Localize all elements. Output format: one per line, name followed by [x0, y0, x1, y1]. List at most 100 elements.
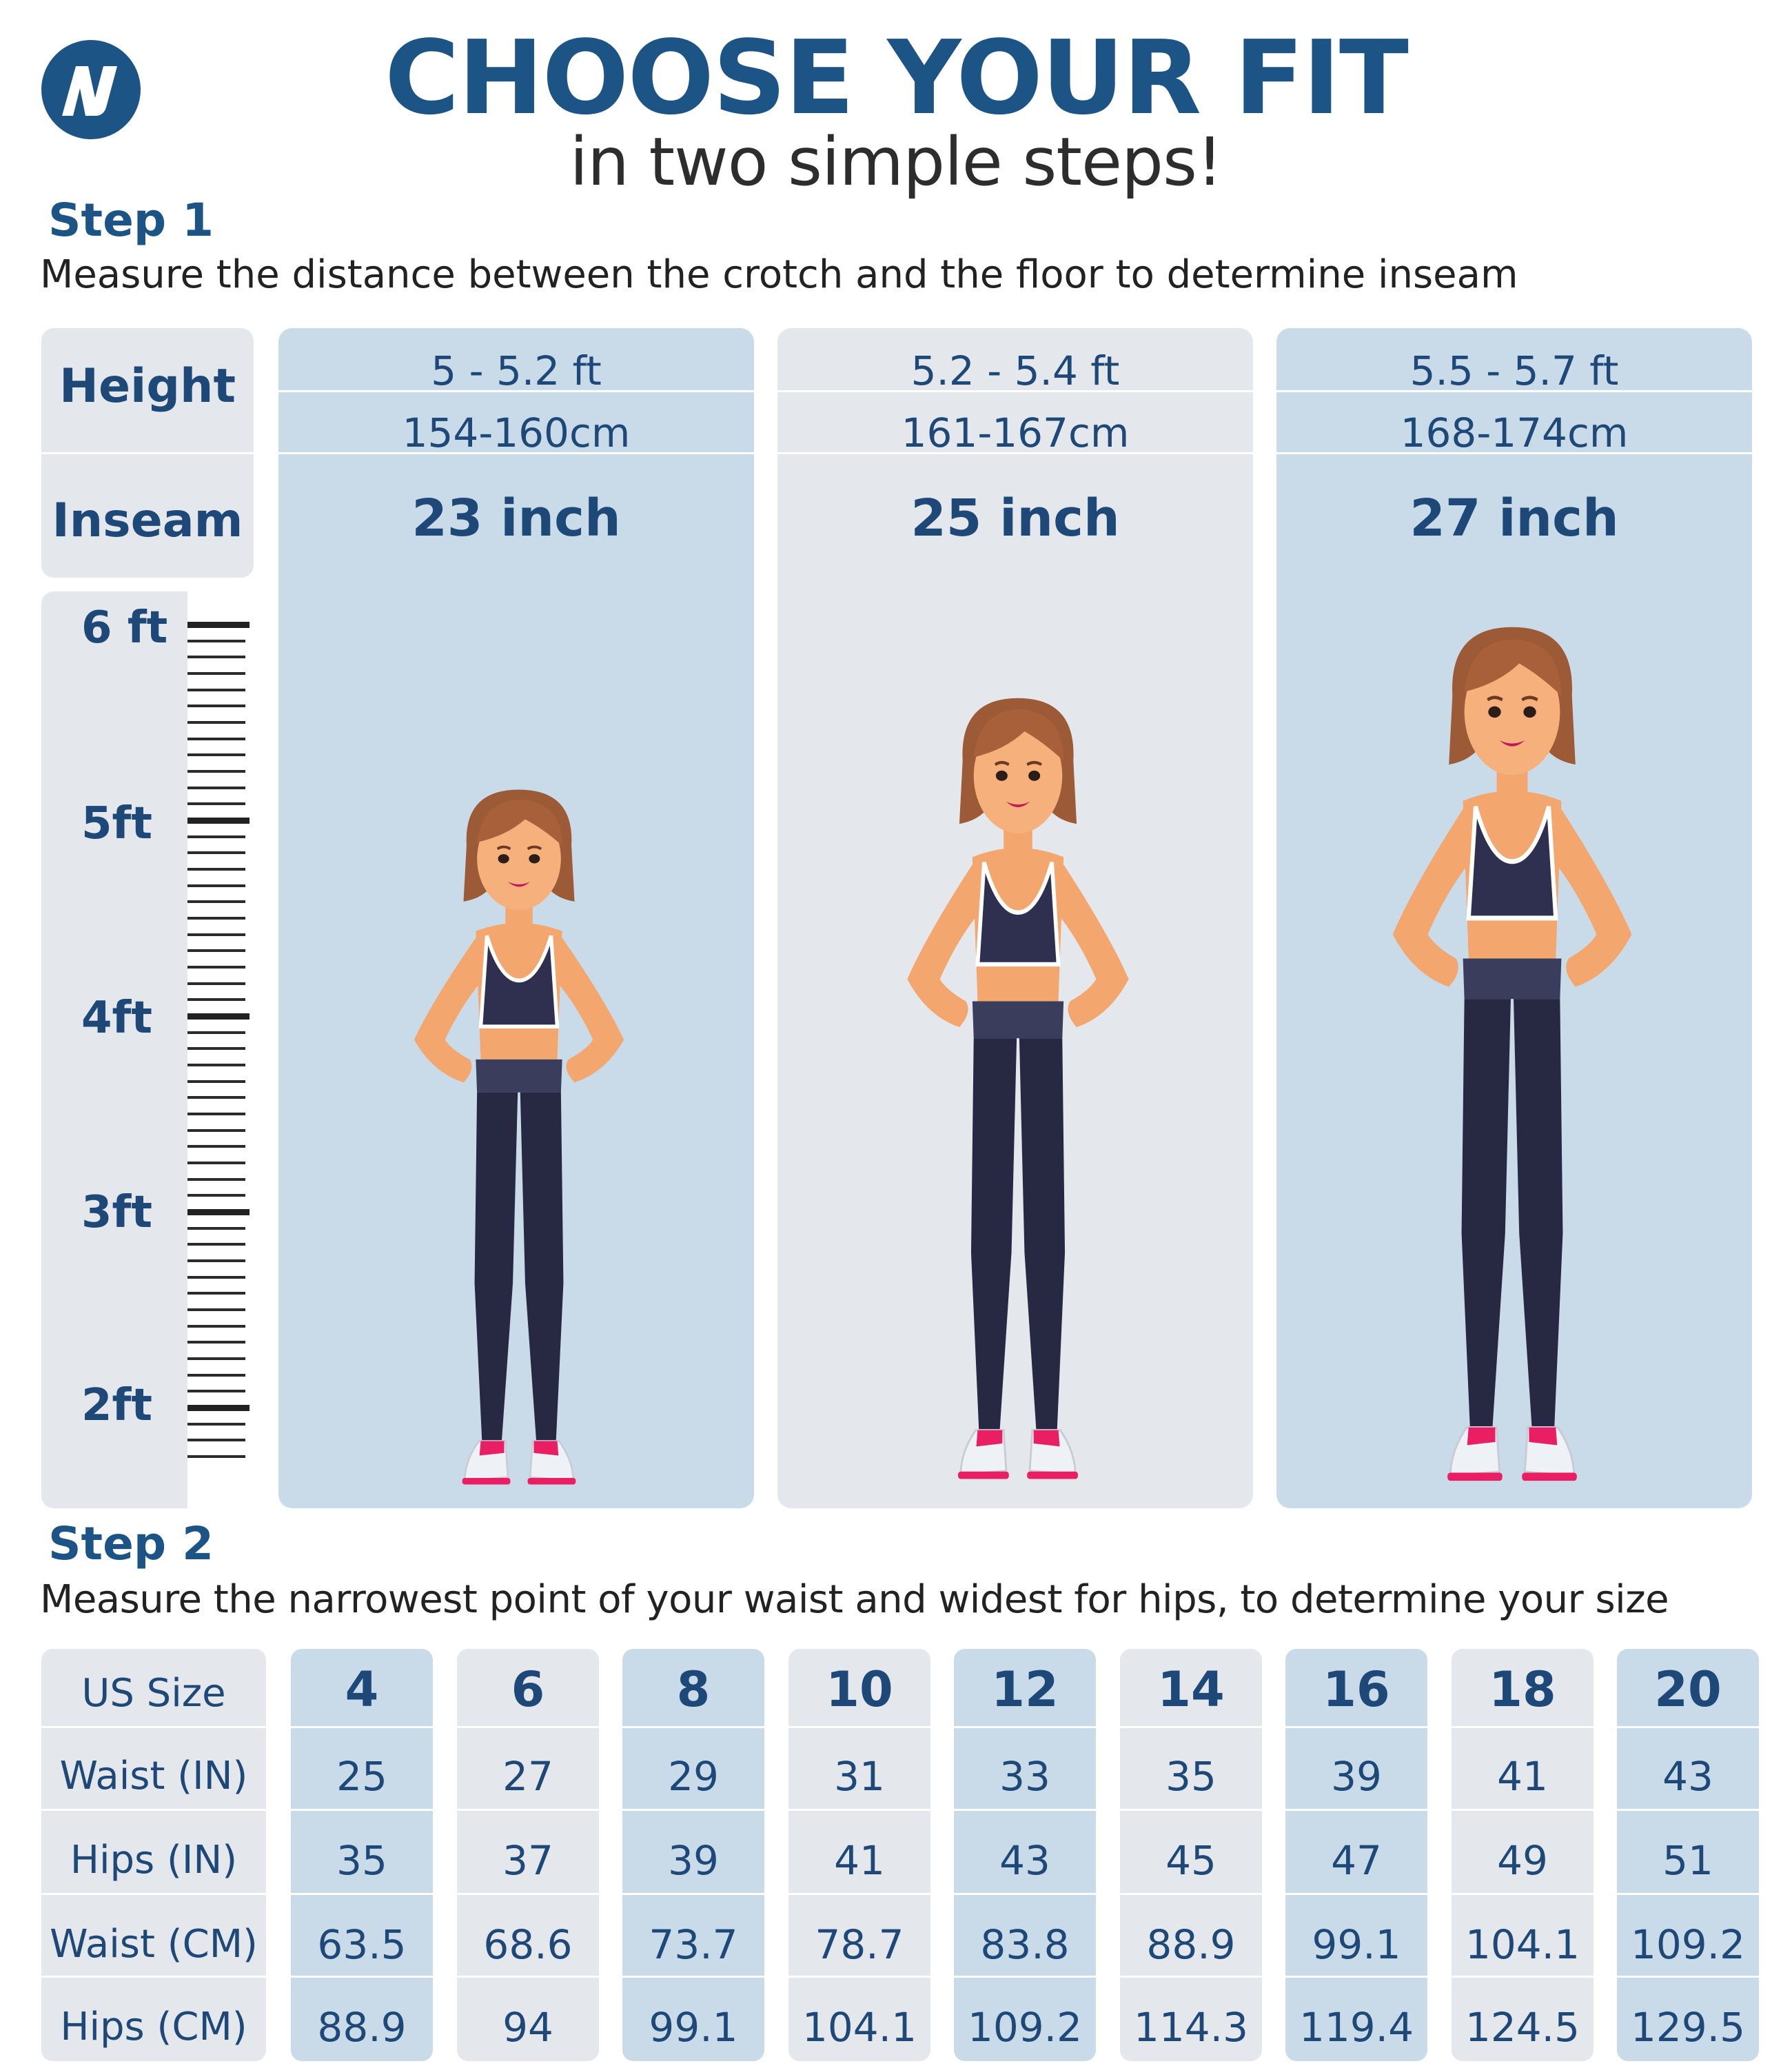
- ruler-label: 6 ft: [81, 602, 168, 653]
- row-divider: [954, 1726, 1096, 1728]
- size-measure-value: 35: [336, 1837, 387, 1884]
- ruler-minor-tick: [187, 1243, 245, 1246]
- size-measure-value: 31: [834, 1753, 885, 1800]
- ruler-minor-tick: [187, 1113, 245, 1115]
- ruler-minor-tick: [187, 1145, 245, 1148]
- size-table-row-labels: US Size Waist (IN) Hips (IN) Waist (CM) Hips…: [41, 1649, 266, 2061]
- size-column-16: 16 39 47 99.1 119.4: [1285, 1649, 1427, 2061]
- size-column-18: 18 41 49 104.1 124.5: [1452, 1649, 1594, 2061]
- row-divider: [291, 1726, 433, 1728]
- size-column-14: 14 35 45 88.9 114.3: [1120, 1649, 1262, 2061]
- row-divider: [622, 1726, 764, 1728]
- height-cm: 154-160cm: [402, 409, 631, 456]
- us-size-value: 10: [826, 1661, 893, 1718]
- ruler-minor-tick: [187, 753, 245, 757]
- size-measure-value: 47: [1331, 1837, 1382, 1884]
- ruler-minor-tick: [187, 851, 245, 855]
- row-divider: [1452, 1976, 1594, 1978]
- ruler-minor-tick: [187, 688, 245, 691]
- page-subtitle: in two simple steps!: [569, 123, 1223, 201]
- size-measure-value: 83.8: [980, 1921, 1070, 1968]
- size-measure-value: 27: [502, 1753, 553, 1800]
- ruler-minor-tick: [187, 672, 245, 675]
- step1-title: Step 1: [48, 194, 214, 247]
- row-divider: [457, 1893, 599, 1895]
- size-measure-value: 25: [336, 1753, 387, 1800]
- ruler-minor-tick: [187, 1177, 245, 1181]
- row-divider: [278, 390, 754, 392]
- size-measure-value: 109.2: [1630, 1921, 1746, 1968]
- size-measure-value: 45: [1165, 1837, 1216, 1884]
- page-title: CHOOSE YOUR FIT: [385, 19, 1409, 137]
- size-measure-value: 37: [502, 1837, 553, 1884]
- height-column-2: 5.2 - 5.4 ft 161-167cm 25 inch: [777, 328, 1253, 1508]
- us-size-value: 8: [676, 1661, 711, 1718]
- height-ft: 5 - 5.2 ft: [431, 347, 602, 394]
- size-measure-value: 104.1: [802, 2004, 917, 2051]
- row-divider: [41, 1809, 266, 1811]
- inseam-row-label: Inseam: [52, 494, 243, 548]
- row-divider: [788, 1976, 930, 1978]
- step2-description: Measure the narrowest point of your wais…: [40, 1577, 1669, 1622]
- ruler-minor-tick: [187, 1275, 245, 1279]
- ruler-minor-tick: [187, 770, 245, 773]
- row-divider: [291, 1893, 433, 1895]
- ruler-minor-tick: [187, 1422, 245, 1426]
- row-divider: [788, 1809, 930, 1811]
- us-size-value: 14: [1157, 1661, 1225, 1718]
- row-divider: [777, 390, 1253, 392]
- ruler-minor-tick: [187, 639, 245, 642]
- size-measure-value: 88.9: [1146, 1921, 1236, 1968]
- row-divider: [291, 1976, 433, 1978]
- ruler-minor-tick: [187, 737, 245, 740]
- brand-n-logo-icon: [40, 39, 142, 141]
- row-divider: [1276, 390, 1752, 392]
- woman-figure-illustration: [888, 691, 1148, 1504]
- ruler-major-tick: [187, 1405, 250, 1411]
- height-ft: 5.2 - 5.4 ft: [910, 347, 1120, 394]
- size-row-label: Waist (CM): [50, 1922, 258, 1967]
- row-divider: [954, 1976, 1096, 1978]
- row-divider: [41, 452, 254, 454]
- ruler-minor-tick: [187, 1324, 245, 1328]
- row-divider: [1452, 1809, 1594, 1811]
- ruler-minor-tick: [187, 1455, 245, 1458]
- ruler-minor-tick: [187, 1390, 245, 1393]
- height-cm: 168-174cm: [1400, 409, 1629, 456]
- size-measure-value: 99.1: [649, 2004, 738, 2051]
- ruler-major-tick: [187, 1209, 250, 1215]
- height-cm: 161-167cm: [901, 409, 1130, 456]
- size-column-20: 20 43 51 109.2 129.5: [1617, 1649, 1759, 2061]
- row-divider: [954, 1893, 1096, 1895]
- size-measure-value: 49: [1497, 1837, 1548, 1884]
- row-divider: [1617, 1726, 1759, 1728]
- size-row-label: Hips (CM): [60, 2005, 247, 2049]
- inseam-value: 23 inch: [411, 489, 621, 548]
- row-divider: [1285, 1893, 1427, 1895]
- size-row-label: Hips (IN): [70, 1838, 238, 1883]
- height-column-1: 5 - 5.2 ft 154-160cm 23 inch: [278, 328, 754, 1508]
- size-measure-value: 41: [834, 1837, 885, 1884]
- ruler-minor-tick: [187, 998, 245, 1002]
- size-row-label: US Size: [81, 1671, 226, 1716]
- row-divider: [788, 1726, 930, 1728]
- ruler-minor-tick: [187, 1194, 245, 1197]
- height-column-3: 5.5 - 5.7 ft 168-174cm 27 inch: [1276, 328, 1752, 1508]
- row-divider: [788, 1893, 930, 1895]
- ruler-minor-tick: [187, 1341, 245, 1344]
- ruler-minor-tick: [187, 704, 245, 708]
- row-divider: [1285, 1726, 1427, 1728]
- size-measure-value: 39: [1331, 1753, 1382, 1800]
- ruler-minor-tick: [187, 1128, 245, 1132]
- row-divider: [291, 1809, 433, 1811]
- inseam-value: 25 inch: [910, 489, 1120, 548]
- us-size-value: 18: [1489, 1661, 1556, 1718]
- size-measure-value: 109.2: [967, 2004, 1083, 2051]
- ruler-minor-tick: [187, 721, 245, 724]
- ruler-label: 2ft: [81, 1380, 152, 1431]
- ruler-major-tick: [187, 818, 250, 824]
- size-measure-value: 73.7: [649, 1921, 738, 1968]
- size-measure-value: 63.5: [317, 1921, 407, 1968]
- row-divider: [1285, 1976, 1427, 1978]
- row-divider: [41, 1976, 266, 1978]
